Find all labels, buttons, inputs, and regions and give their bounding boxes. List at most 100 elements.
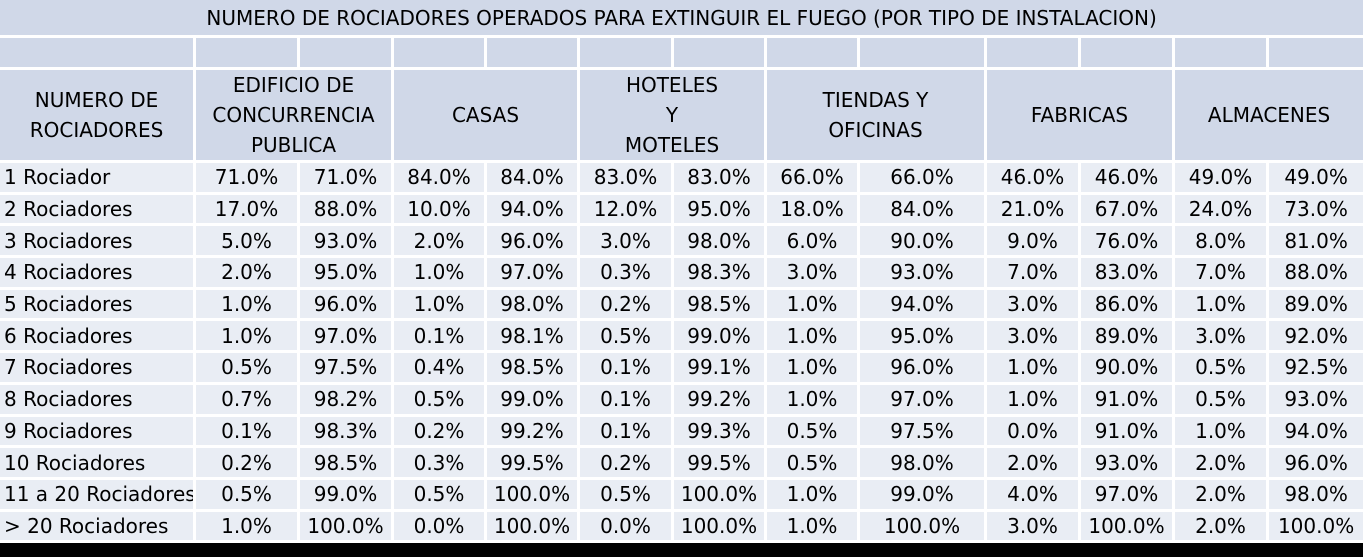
cumulative-cell: 96.0% xyxy=(300,289,394,322)
table-row: 9 Rociadores 0.1% 98.3% 0.2% 99.2% 0.1% 99.3% 0… xyxy=(0,416,1363,449)
table-row: 7 Rociadores 0.5% 97.5% 0.4% 98.5% 0.1% 99.1% 1… xyxy=(0,353,1363,385)
cumulative-cell: 98.5% xyxy=(487,353,580,385)
percent-cell: 12.0% xyxy=(580,194,674,227)
cumulative-cell: 99.5% xyxy=(674,448,767,480)
row-label: 10 Rociadores xyxy=(0,448,196,480)
table-row: 5 Rociadores 1.0% 96.0% 1.0% 98.0% 0.2% 98.5% 1… xyxy=(0,289,1363,322)
percent-cell: 3.0% xyxy=(987,511,1081,544)
cumulative-cell: 100.0% xyxy=(860,511,987,544)
percent-cell: 83.0% xyxy=(580,163,674,195)
percent-cell: 0.1% xyxy=(394,321,487,354)
cumulative-cell: 90.0% xyxy=(1081,353,1175,385)
cumulative-cell: 89.0% xyxy=(1269,289,1363,322)
percent-cell: 6.0% xyxy=(767,226,860,259)
cumulative-cell: 46.0% xyxy=(1081,163,1175,195)
percent-cell: 0.5% xyxy=(394,384,487,417)
percent-cell: 1.0% xyxy=(196,289,300,322)
cumulative-cell: 96.0% xyxy=(1269,448,1363,480)
cumulative-cell: 84.0% xyxy=(860,194,987,227)
column-header: CASAS xyxy=(394,70,580,163)
cumulative-cell: 76.0% xyxy=(1081,226,1175,259)
row-label: 1 Rociador xyxy=(0,163,196,195)
cumulative-cell: 67.0% xyxy=(1081,194,1175,227)
row-label: 2 Rociadores xyxy=(0,194,196,227)
cumulative-cell: 99.0% xyxy=(487,384,580,417)
percent-cell: 5.0% xyxy=(196,226,300,259)
table-row: 1 Rociador 71.0% 71.0% 84.0% 84.0% 83.0% 83.0%… xyxy=(0,163,1363,195)
cumulative-cell: 84.0% xyxy=(487,163,580,195)
row-label: 5 Rociadores xyxy=(0,289,196,322)
percent-cell: 21.0% xyxy=(987,194,1081,227)
table-row: 6 Rociadores 1.0% 97.0% 0.1% 98.1% 0.5% 99.0% 1… xyxy=(0,321,1363,354)
percent-cell: 2.0% xyxy=(1175,511,1269,544)
percent-cell: 1.0% xyxy=(987,353,1081,385)
percent-cell: 4.0% xyxy=(987,479,1081,512)
cumulative-cell: 93.0% xyxy=(860,258,987,290)
percent-cell: 0.5% xyxy=(580,479,674,512)
percent-cell: 66.0% xyxy=(767,163,860,195)
cumulative-cell: 98.0% xyxy=(674,226,767,259)
percent-cell: 17.0% xyxy=(196,194,300,227)
percent-cell: 0.0% xyxy=(580,511,674,544)
percent-cell: 10.0% xyxy=(394,194,487,227)
percent-cell: 3.0% xyxy=(767,258,860,290)
cumulative-cell: 100.0% xyxy=(300,511,394,544)
table-row: 10 Rociadores 0.2% 98.5% 0.3% 99.5% 0.2% 99.5%… xyxy=(0,448,1363,480)
cumulative-cell: 88.0% xyxy=(300,194,394,227)
cumulative-cell: 100.0% xyxy=(487,479,580,512)
cumulative-cell: 88.0% xyxy=(1269,258,1363,290)
percent-cell: 71.0% xyxy=(196,163,300,195)
percent-cell: 1.0% xyxy=(394,289,487,322)
cumulative-cell: 86.0% xyxy=(1081,289,1175,322)
percent-cell: 3.0% xyxy=(1175,321,1269,354)
cumulative-cell: 98.3% xyxy=(674,258,767,290)
cumulative-cell: 83.0% xyxy=(674,163,767,195)
column-header: EDIFICIO DE CONCURRENCIA PUBLICA xyxy=(196,70,394,163)
column-header: FABRICAS xyxy=(987,70,1175,163)
cumulative-cell: 96.0% xyxy=(487,226,580,259)
percent-cell: 0.1% xyxy=(580,384,674,417)
percent-cell: 0.2% xyxy=(394,416,487,449)
percent-cell: 2.0% xyxy=(196,258,300,290)
row-label: 6 Rociadores xyxy=(0,321,196,354)
cumulative-cell: 100.0% xyxy=(1269,511,1363,544)
cumulative-cell: 95.0% xyxy=(860,321,987,354)
percent-cell: 0.2% xyxy=(196,448,300,480)
cumulative-cell: 89.0% xyxy=(1081,321,1175,354)
percent-cell: 7.0% xyxy=(987,258,1081,290)
percent-cell: 1.0% xyxy=(196,321,300,354)
cumulative-cell: 97.0% xyxy=(1081,479,1175,512)
percent-cell: 1.0% xyxy=(196,511,300,544)
cumulative-cell: 96.0% xyxy=(860,353,987,385)
row-label: 4 Rociadores xyxy=(0,258,196,290)
cumulative-cell: 92.0% xyxy=(1269,321,1363,354)
table-row: 11 a 20 Rociadores 0.5% 99.0% 0.5% 100.0% 0.5… xyxy=(0,479,1363,512)
cumulative-cell: 90.0% xyxy=(860,226,987,259)
row-label: 11 a 20 Rociadores xyxy=(0,479,196,512)
cumulative-cell: 98.3% xyxy=(300,416,394,449)
cumulative-cell: 66.0% xyxy=(860,163,987,195)
percent-cell: 1.0% xyxy=(1175,289,1269,322)
percent-cell: 2.0% xyxy=(987,448,1081,480)
cumulative-cell: 98.2% xyxy=(300,384,394,417)
cumulative-cell: 94.0% xyxy=(487,194,580,227)
bottom-border xyxy=(0,543,1363,557)
percent-cell: 0.5% xyxy=(394,479,487,512)
cumulative-cell: 49.0% xyxy=(1269,163,1363,195)
table-row: 8 Rociadores 0.7% 98.2% 0.5% 99.0% 0.1% 99.2% 1… xyxy=(0,384,1363,417)
column-header: ALMACENES xyxy=(1175,70,1363,163)
cumulative-cell: 97.5% xyxy=(860,416,987,449)
percent-cell: 24.0% xyxy=(1175,194,1269,227)
column-header: TIENDAS Y OFICINAS xyxy=(767,70,987,163)
percent-cell: 1.0% xyxy=(767,511,860,544)
percent-cell: 2.0% xyxy=(1175,448,1269,480)
percent-cell: 3.0% xyxy=(987,321,1081,354)
percent-cell: 0.5% xyxy=(767,448,860,480)
row-header-cell: NUMERO DE ROCIADORES xyxy=(0,70,196,163)
cumulative-cell: 98.0% xyxy=(487,289,580,322)
cumulative-cell: 93.0% xyxy=(1269,384,1363,417)
cumulative-cell: 97.5% xyxy=(300,353,394,385)
percent-cell: 0.5% xyxy=(196,353,300,385)
cumulative-cell: 98.0% xyxy=(860,448,987,480)
